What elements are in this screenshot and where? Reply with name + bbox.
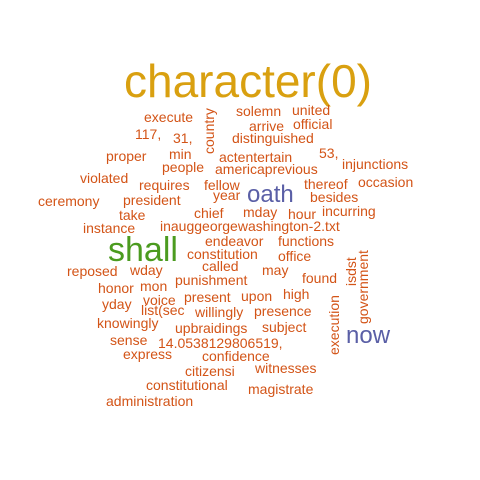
word-mon: mon xyxy=(140,278,168,294)
word-office: office xyxy=(278,248,312,264)
word-requires: requires xyxy=(139,177,190,193)
word-31: 31, xyxy=(173,130,193,146)
word-express: express xyxy=(123,346,173,362)
word-constitutional: constitutional xyxy=(146,377,228,393)
word-occasion: occasion xyxy=(358,174,414,190)
word-execute: execute xyxy=(144,109,194,125)
word-reposed: reposed xyxy=(67,263,118,279)
word-president: president xyxy=(123,192,181,208)
word-high: high xyxy=(283,286,310,302)
word-min: min xyxy=(169,146,192,162)
word-functions: functions xyxy=(278,233,335,249)
word-chief: chief xyxy=(194,205,224,221)
word-year: year xyxy=(213,187,241,203)
word-listsec: list(sec xyxy=(141,302,185,318)
word-solemn: solemn xyxy=(236,103,282,119)
word-confidence: confidence xyxy=(202,348,270,364)
word-presence: presence xyxy=(254,303,312,319)
word-violated: violated xyxy=(80,170,129,186)
word-injunctions: injunctions xyxy=(342,156,409,172)
word-53: 53, xyxy=(319,145,339,161)
word-magistrate: magistrate xyxy=(248,381,314,397)
word-constitution: constitution xyxy=(187,246,258,262)
word-ceremony: ceremony xyxy=(38,193,100,209)
word-incurring: incurring xyxy=(322,203,376,219)
word-found: found xyxy=(302,270,338,286)
word-voice: voice xyxy=(143,292,176,308)
word-witnesses: witnesses xyxy=(255,360,317,376)
word-knowingly: knowingly xyxy=(97,315,159,331)
word-willingly: willingly xyxy=(195,304,244,320)
word-arrive: arrive xyxy=(249,118,285,134)
word-distinguished: distinguished xyxy=(232,130,314,146)
word-may: may xyxy=(262,262,289,278)
word-14-0538: 14.0538129806519, xyxy=(158,335,283,351)
word-instance: instance xyxy=(83,220,136,236)
word-execution: execution xyxy=(326,295,342,355)
word-now: now xyxy=(346,322,391,349)
word-yday: yday xyxy=(102,296,132,312)
word-wday: wday xyxy=(130,262,163,278)
word-present: present xyxy=(184,289,231,305)
word-citizensi: citizensi xyxy=(185,363,235,379)
word-proper: proper xyxy=(106,148,147,164)
word-upon: upon xyxy=(241,288,273,304)
word-inauggeorgewashington: inauggeorgewashington-2.txt xyxy=(160,218,340,234)
word-endeavor: endeavor xyxy=(205,233,264,249)
word-actentertain: actentertain xyxy=(219,149,293,165)
word-official: official xyxy=(293,116,333,132)
word-besides: besides xyxy=(310,189,359,205)
word-united: united xyxy=(292,102,331,118)
word-fellow: fellow xyxy=(204,177,240,193)
word-country: country xyxy=(201,108,217,154)
word-oath: oath xyxy=(247,181,294,208)
word-117: 117, xyxy=(135,126,162,142)
word-sense: sense xyxy=(110,332,148,348)
word-government: government xyxy=(355,250,371,324)
word-hour: hour xyxy=(288,206,317,222)
word-punishment: punishment xyxy=(175,272,248,288)
word-americaprevious: americaprevious xyxy=(215,161,318,177)
word-subject: subject xyxy=(262,319,307,335)
word-administration: administration xyxy=(106,393,194,409)
word-people: people xyxy=(162,159,205,175)
word-shall: shall xyxy=(108,231,178,269)
word-take: take xyxy=(119,207,146,223)
word-called: called xyxy=(202,258,239,274)
word-mday: mday xyxy=(243,204,278,220)
word-honor: honor xyxy=(98,280,134,296)
word-upbraidings: upbraidings xyxy=(175,320,248,336)
word-thereof: thereof xyxy=(304,176,348,192)
word-character: character(0) xyxy=(124,55,372,107)
